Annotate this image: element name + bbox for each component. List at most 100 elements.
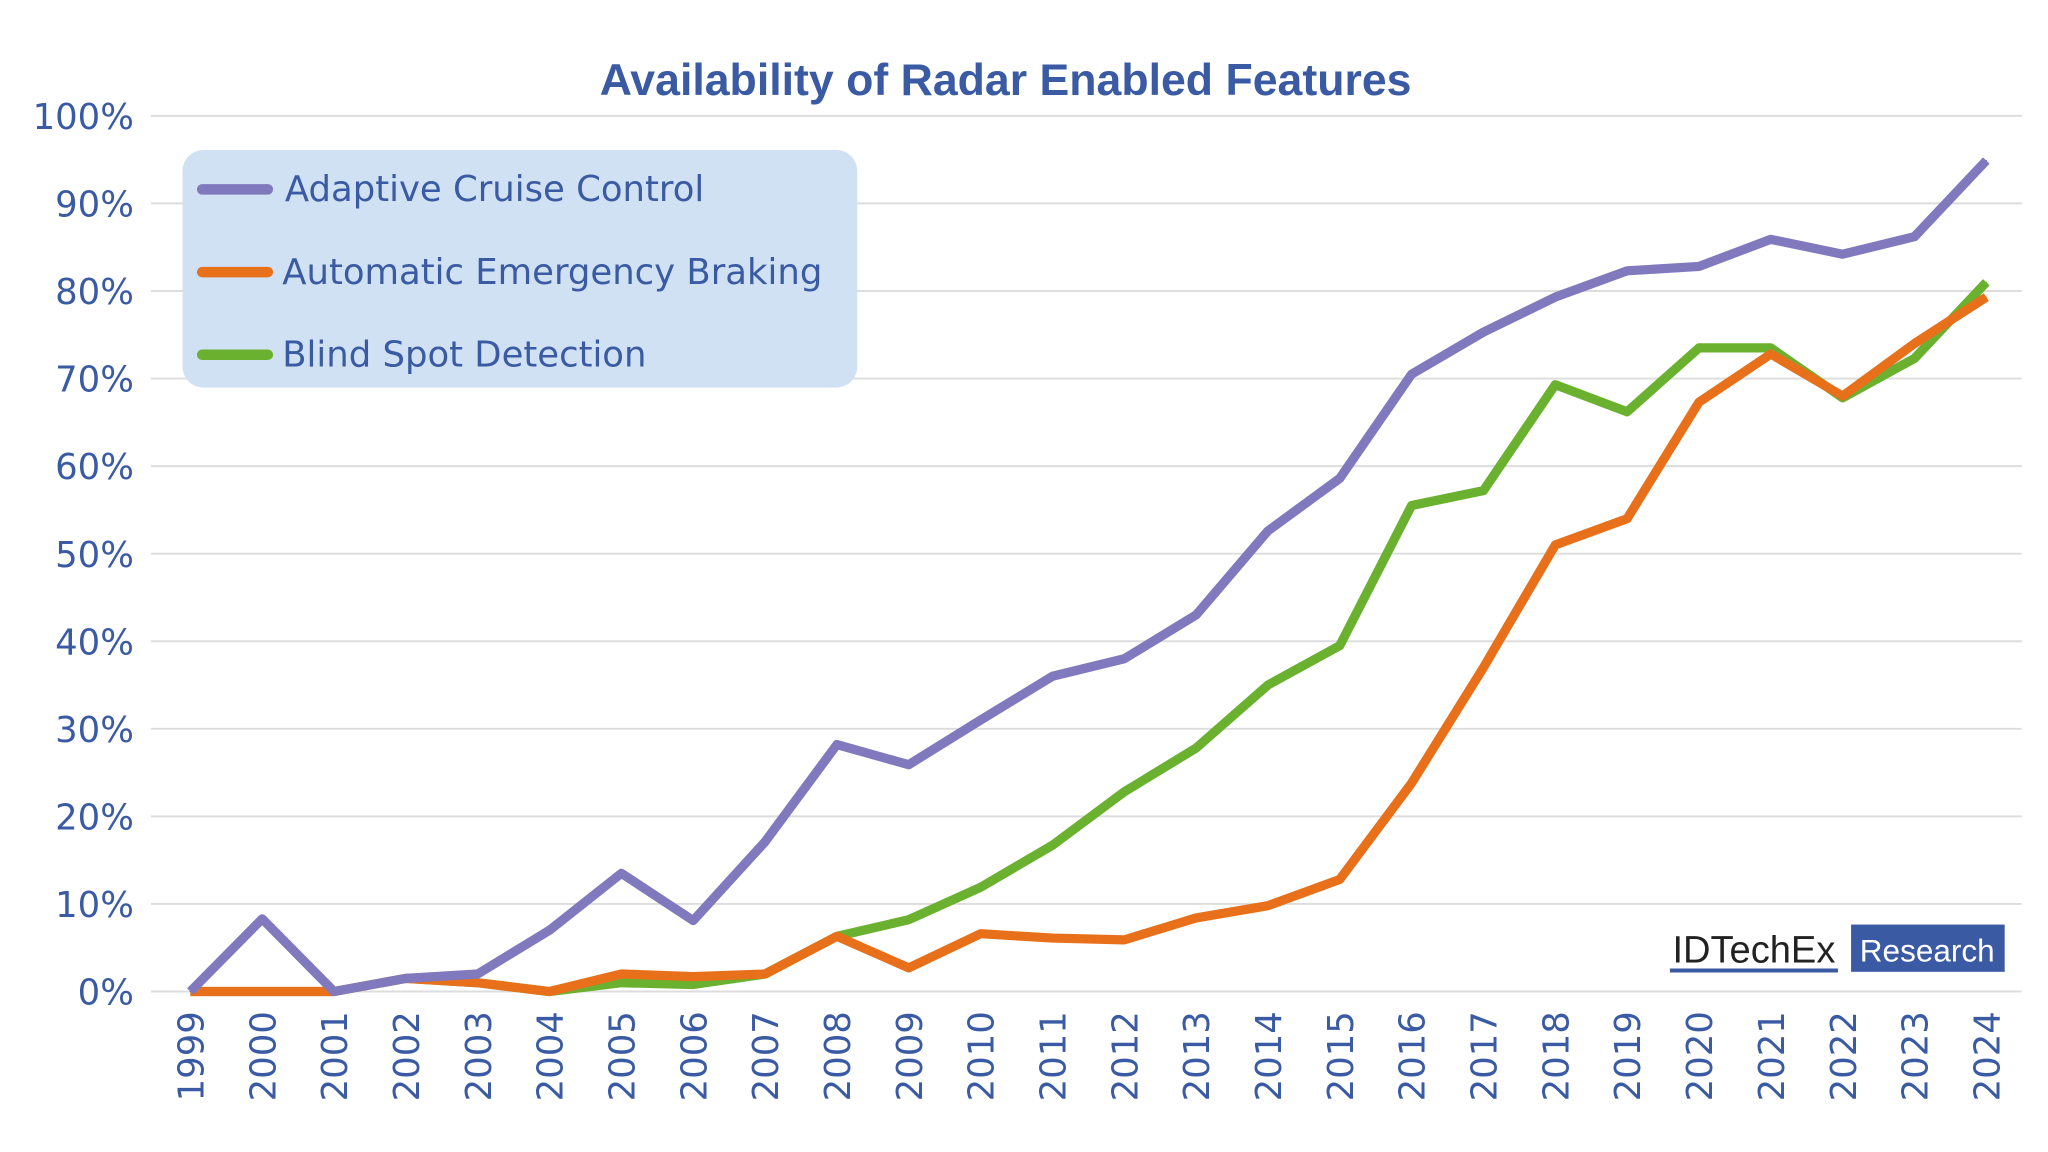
data-point [1626, 270, 1628, 272]
legend-label-aeb: Automatic Emergency Braking [282, 252, 822, 293]
x-tick-label: 2023 [1896, 1011, 1937, 1101]
data-point [1195, 747, 1197, 749]
data-point [1770, 238, 1772, 240]
data-point [477, 982, 479, 984]
x-tick-label: 2005 [603, 1011, 644, 1101]
x-tick-label: 1999 [171, 1011, 212, 1101]
data-point [1339, 878, 1341, 881]
x-tick-label: 2002 [387, 1011, 428, 1101]
x-tick-label: 2012 [1105, 1011, 1146, 1101]
data-point [1770, 353, 1772, 355]
data-point [1626, 517, 1628, 520]
x-tick-label: 2020 [1680, 1011, 1721, 1101]
data-point [1123, 939, 1125, 941]
data-point [692, 983, 694, 986]
x-tick-label: 2010 [962, 1011, 1003, 1101]
x-tick-label: 2000 [243, 1011, 284, 1101]
logo-tag-box [1851, 924, 2005, 972]
y-tick-label: 100% [33, 97, 134, 138]
data-point [908, 967, 910, 969]
data-point [620, 872, 623, 874]
x-tick-label: 2021 [1752, 1011, 1793, 1101]
x-tick-label: 2008 [818, 1011, 859, 1101]
data-point [620, 982, 623, 984]
data-point [692, 975, 694, 978]
y-tick-label: 60% [55, 447, 134, 488]
data-point [1195, 614, 1197, 616]
data-point [1554, 544, 1556, 546]
data-point [764, 973, 766, 975]
data-point [333, 990, 335, 993]
x-tick-label: 2016 [1393, 1011, 1434, 1101]
data-point [1698, 401, 1700, 403]
data-point [1267, 684, 1269, 686]
data-point [1985, 159, 1987, 162]
x-tick-label: 2014 [1249, 1011, 1290, 1101]
data-point [548, 990, 551, 993]
data-point [1554, 296, 1556, 298]
data-point [1913, 357, 1916, 360]
data-point [1841, 253, 1844, 255]
y-tick-label: 90% [55, 185, 134, 226]
data-point [477, 973, 479, 975]
x-tick-label: 2004 [531, 1011, 572, 1101]
data-point [1698, 347, 1700, 349]
data-point [1554, 384, 1556, 386]
data-point [1195, 917, 1197, 919]
data-point [1410, 782, 1413, 784]
series-line-automatic-emergency-braking [190, 293, 1989, 997]
y-tick-label: 50% [55, 535, 134, 576]
data-point [1913, 236, 1916, 238]
data-point [620, 973, 623, 975]
x-tick-label: 2017 [1465, 1011, 1506, 1101]
data-point [1051, 937, 1054, 939]
logo-brand: IDTechEx [1672, 930, 1835, 972]
y-tick-label: 30% [55, 710, 134, 751]
x-tick-label: 2019 [1608, 1011, 1649, 1101]
legend-label-bsd: Blind Spot Detection [282, 335, 646, 376]
data-point [1339, 477, 1341, 480]
legend: Adaptive Cruise Control Automatic Emerge… [182, 149, 858, 388]
x-tick-label: 2022 [1824, 1011, 1865, 1101]
data-point [1267, 905, 1269, 907]
data-point [1482, 331, 1485, 333]
data-point [261, 990, 263, 993]
data-point [1339, 644, 1341, 647]
data-point [189, 990, 192, 993]
data-point [1985, 281, 1987, 283]
x-tick-label: 2015 [1321, 1011, 1362, 1101]
data-point [1626, 411, 1628, 413]
data-point [836, 743, 838, 746]
data-point [979, 933, 982, 935]
chart-title: Availability of Radar Enabled Features [600, 56, 1412, 105]
data-point [1410, 373, 1413, 375]
x-tick-label: 2013 [1177, 1011, 1218, 1101]
x-tick-label: 2001 [315, 1011, 356, 1101]
y-tick-label: 70% [55, 360, 134, 401]
data-point [692, 919, 694, 922]
data-point [1123, 791, 1125, 793]
series-line-adaptive-cruise-control [187, 157, 1990, 997]
logo-tag: Research [1860, 932, 1995, 968]
data-point [1051, 844, 1054, 846]
data-point [836, 935, 838, 937]
data-point [908, 764, 910, 766]
x-tick-label: 2006 [674, 1011, 715, 1101]
legend-box [182, 149, 858, 388]
data-point [1985, 296, 1987, 298]
data-point [979, 719, 982, 721]
y-tick-label: 80% [55, 272, 134, 313]
data-point [1123, 658, 1125, 660]
x-tick-label: 2007 [746, 1011, 787, 1101]
data-point [1410, 504, 1413, 507]
data-point [405, 977, 407, 980]
data-point [261, 918, 263, 920]
x-tick-label: 2024 [1967, 1011, 2008, 1101]
data-point [979, 886, 982, 888]
x-tick-label: 2018 [1536, 1011, 1577, 1101]
idtechex-logo: IDTechEx Research [1669, 924, 2005, 973]
x-tick-label: 2011 [1034, 1011, 1075, 1101]
data-point [1770, 347, 1772, 349]
x-tick-label: 2009 [890, 1011, 931, 1101]
